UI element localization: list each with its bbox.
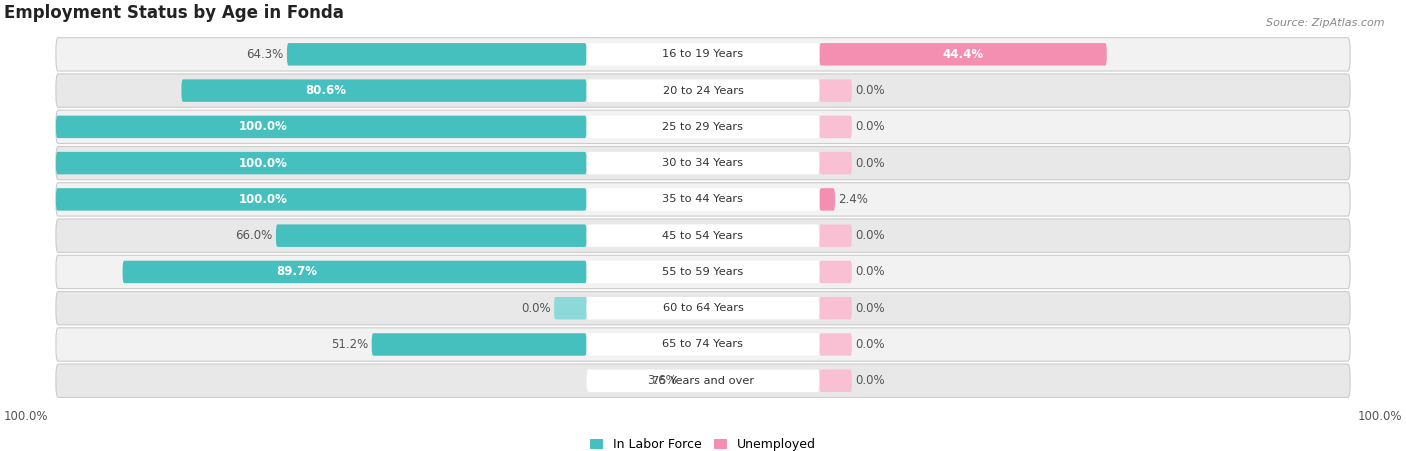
FancyBboxPatch shape — [56, 364, 1350, 397]
FancyBboxPatch shape — [371, 333, 586, 356]
FancyBboxPatch shape — [820, 79, 852, 102]
FancyBboxPatch shape — [56, 37, 1350, 71]
FancyBboxPatch shape — [820, 297, 852, 319]
Text: 65 to 74 Years: 65 to 74 Years — [662, 340, 744, 350]
Text: 0.0%: 0.0% — [855, 374, 884, 387]
Text: 20 to 24 Years: 20 to 24 Years — [662, 86, 744, 96]
FancyBboxPatch shape — [56, 115, 586, 138]
FancyBboxPatch shape — [586, 225, 820, 247]
Text: 30 to 34 Years: 30 to 34 Years — [662, 158, 744, 168]
Legend: In Labor Force, Unemployed: In Labor Force, Unemployed — [591, 438, 815, 451]
Text: 25 to 29 Years: 25 to 29 Years — [662, 122, 744, 132]
FancyBboxPatch shape — [820, 261, 852, 283]
Text: 64.3%: 64.3% — [246, 48, 284, 61]
FancyBboxPatch shape — [122, 261, 586, 283]
Text: 3.6%: 3.6% — [647, 374, 676, 387]
Text: 100.0%: 100.0% — [239, 156, 287, 170]
Text: 35 to 44 Years: 35 to 44 Years — [662, 194, 744, 204]
FancyBboxPatch shape — [586, 115, 820, 138]
Text: 0.0%: 0.0% — [855, 84, 884, 97]
Text: 100.0%: 100.0% — [239, 193, 287, 206]
FancyBboxPatch shape — [820, 369, 852, 392]
FancyBboxPatch shape — [287, 43, 586, 65]
FancyBboxPatch shape — [586, 152, 820, 175]
FancyBboxPatch shape — [820, 152, 852, 175]
FancyBboxPatch shape — [586, 79, 820, 102]
Text: 0.0%: 0.0% — [855, 156, 884, 170]
Text: Source: ZipAtlas.com: Source: ZipAtlas.com — [1267, 18, 1385, 28]
FancyBboxPatch shape — [586, 297, 820, 319]
FancyBboxPatch shape — [586, 188, 820, 211]
Text: 80.6%: 80.6% — [305, 84, 346, 97]
Text: 51.2%: 51.2% — [332, 338, 368, 351]
FancyBboxPatch shape — [56, 152, 586, 175]
FancyBboxPatch shape — [820, 115, 852, 138]
FancyBboxPatch shape — [586, 43, 820, 65]
FancyBboxPatch shape — [586, 369, 820, 392]
Text: 60 to 64 Years: 60 to 64 Years — [662, 303, 744, 313]
Text: 0.0%: 0.0% — [855, 338, 884, 351]
FancyBboxPatch shape — [586, 333, 820, 356]
Text: 45 to 54 Years: 45 to 54 Years — [662, 230, 744, 241]
FancyBboxPatch shape — [586, 261, 820, 283]
FancyBboxPatch shape — [820, 225, 852, 247]
Text: 0.0%: 0.0% — [522, 302, 551, 315]
FancyBboxPatch shape — [56, 147, 1350, 180]
FancyBboxPatch shape — [554, 297, 586, 319]
FancyBboxPatch shape — [820, 43, 1107, 65]
Text: 44.4%: 44.4% — [942, 48, 984, 61]
Text: 0.0%: 0.0% — [855, 229, 884, 242]
FancyBboxPatch shape — [56, 328, 1350, 361]
FancyBboxPatch shape — [276, 225, 586, 247]
FancyBboxPatch shape — [56, 255, 1350, 289]
Text: 100.0%: 100.0% — [239, 120, 287, 133]
FancyBboxPatch shape — [56, 291, 1350, 325]
Text: Employment Status by Age in Fonda: Employment Status by Age in Fonda — [4, 4, 344, 22]
FancyBboxPatch shape — [56, 110, 1350, 143]
FancyBboxPatch shape — [820, 333, 852, 356]
FancyBboxPatch shape — [56, 183, 1350, 216]
Text: 0.0%: 0.0% — [855, 302, 884, 315]
FancyBboxPatch shape — [56, 74, 1350, 107]
Text: 0.0%: 0.0% — [855, 120, 884, 133]
FancyBboxPatch shape — [56, 188, 586, 211]
FancyBboxPatch shape — [56, 219, 1350, 253]
FancyBboxPatch shape — [820, 188, 835, 211]
Text: 100.0%: 100.0% — [4, 410, 49, 423]
Text: 55 to 59 Years: 55 to 59 Years — [662, 267, 744, 277]
Text: 100.0%: 100.0% — [1357, 410, 1402, 423]
Text: 89.7%: 89.7% — [276, 266, 316, 278]
FancyBboxPatch shape — [181, 79, 586, 102]
Text: 66.0%: 66.0% — [235, 229, 273, 242]
Text: 16 to 19 Years: 16 to 19 Years — [662, 49, 744, 60]
Text: 2.4%: 2.4% — [838, 193, 868, 206]
Text: 0.0%: 0.0% — [855, 266, 884, 278]
Text: 75 Years and over: 75 Years and over — [652, 376, 754, 386]
